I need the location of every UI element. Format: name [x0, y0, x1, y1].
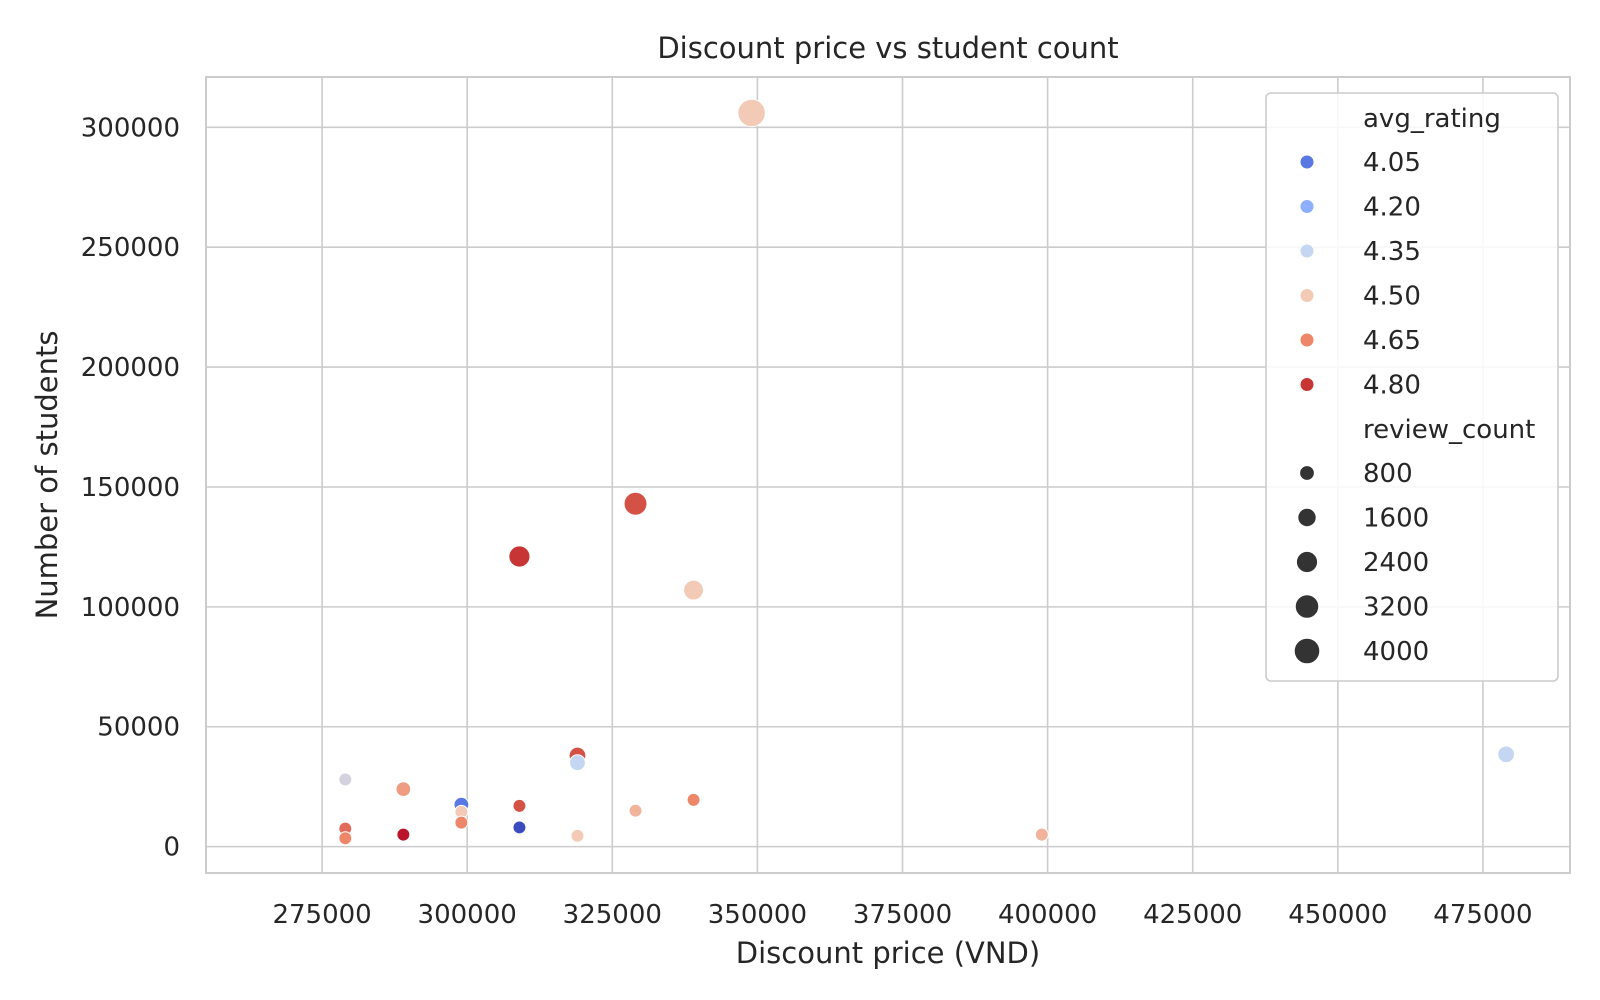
x-tick-label: 450000 [1288, 900, 1387, 930]
data-point [1034, 827, 1049, 842]
y-tick-label: 250000 [81, 233, 180, 263]
y-axis-label: Number of students [30, 331, 64, 620]
legend-hue-label: 4.35 [1363, 237, 1421, 267]
x-tick-label: 425000 [1143, 900, 1242, 930]
data-point [454, 815, 469, 830]
y-tick-label: 300000 [81, 113, 180, 143]
data-point [683, 579, 704, 601]
data-point [396, 827, 411, 842]
data-point [628, 803, 643, 818]
x-tick-label: 400000 [998, 900, 1097, 930]
x-tick-label: 350000 [708, 900, 807, 930]
y-tick-label: 50000 [97, 713, 180, 743]
legend-size-marker [1293, 637, 1321, 665]
legend-hue-label: 4.05 [1363, 148, 1421, 178]
legend-size-label: 4000 [1363, 637, 1429, 667]
legend-size-label: 3200 [1363, 593, 1429, 623]
legend: avg_rating review_count 4.05 4.20 4.35 4.50… [1265, 92, 1559, 682]
legend-size-title: review_count [1363, 415, 1535, 445]
data-point [737, 98, 766, 128]
legend-hue-marker [1299, 199, 1315, 214]
legend-size-label: 2400 [1363, 548, 1429, 578]
data-point [569, 754, 586, 772]
legend-hue-marker [1299, 154, 1315, 170]
legend-hue-marker [1299, 243, 1315, 259]
x-axis-label: Discount price (VND) [736, 936, 1040, 970]
data-point [338, 831, 353, 846]
plot-frame [205, 76, 1571, 874]
y-tick-label: 200000 [81, 353, 180, 383]
data-point [508, 545, 531, 568]
x-tick-label: 300000 [418, 900, 517, 930]
data-point [512, 820, 527, 835]
legend-hue-label: 4.50 [1363, 282, 1421, 312]
data-point [623, 491, 648, 516]
legend-hue-marker [1299, 332, 1315, 348]
y-tick-label: 100000 [81, 593, 180, 623]
legend-hue-title: avg_rating [1363, 104, 1501, 134]
legend-size-marker [1294, 594, 1320, 619]
legend-size-label: 1600 [1363, 504, 1429, 534]
legend-hue-marker [1299, 377, 1315, 392]
data-points [338, 98, 1516, 846]
x-tick-label: 275000 [272, 900, 371, 930]
tick-labels: 275000 300000 325000 350000 375000 400000 4250… [81, 113, 1533, 930]
data-point [338, 772, 353, 787]
data-point [1497, 745, 1516, 764]
legend-size-marker [1299, 465, 1315, 481]
legend-hue-label: 4.80 [1363, 371, 1421, 401]
legend-size-marker [1297, 507, 1317, 528]
data-point [512, 798, 527, 813]
legend-hue-marker [1299, 288, 1315, 303]
data-point [570, 828, 585, 843]
x-tick-label: 375000 [853, 900, 952, 930]
x-tick-label: 325000 [563, 900, 662, 930]
legend-size-entries: 800 1600 2400 3200 4000 [1293, 459, 1429, 667]
legend-hue-label: 4.65 [1363, 326, 1421, 356]
data-point [686, 792, 701, 807]
data-point [395, 781, 412, 797]
legend-size-label: 800 [1363, 459, 1413, 489]
chart-title: Discount price vs student count [657, 31, 1118, 65]
x-tick-label: 475000 [1433, 900, 1532, 930]
legend-hue-entries: 4.05 4.20 4.35 4.50 4.65 4.80 [1299, 148, 1421, 401]
y-tick-label: 150000 [81, 473, 180, 503]
y-tick-label: 0 [163, 833, 180, 863]
legend-box [1265, 92, 1559, 682]
legend-hue-label: 4.20 [1363, 193, 1421, 223]
legend-size-marker [1295, 550, 1319, 574]
